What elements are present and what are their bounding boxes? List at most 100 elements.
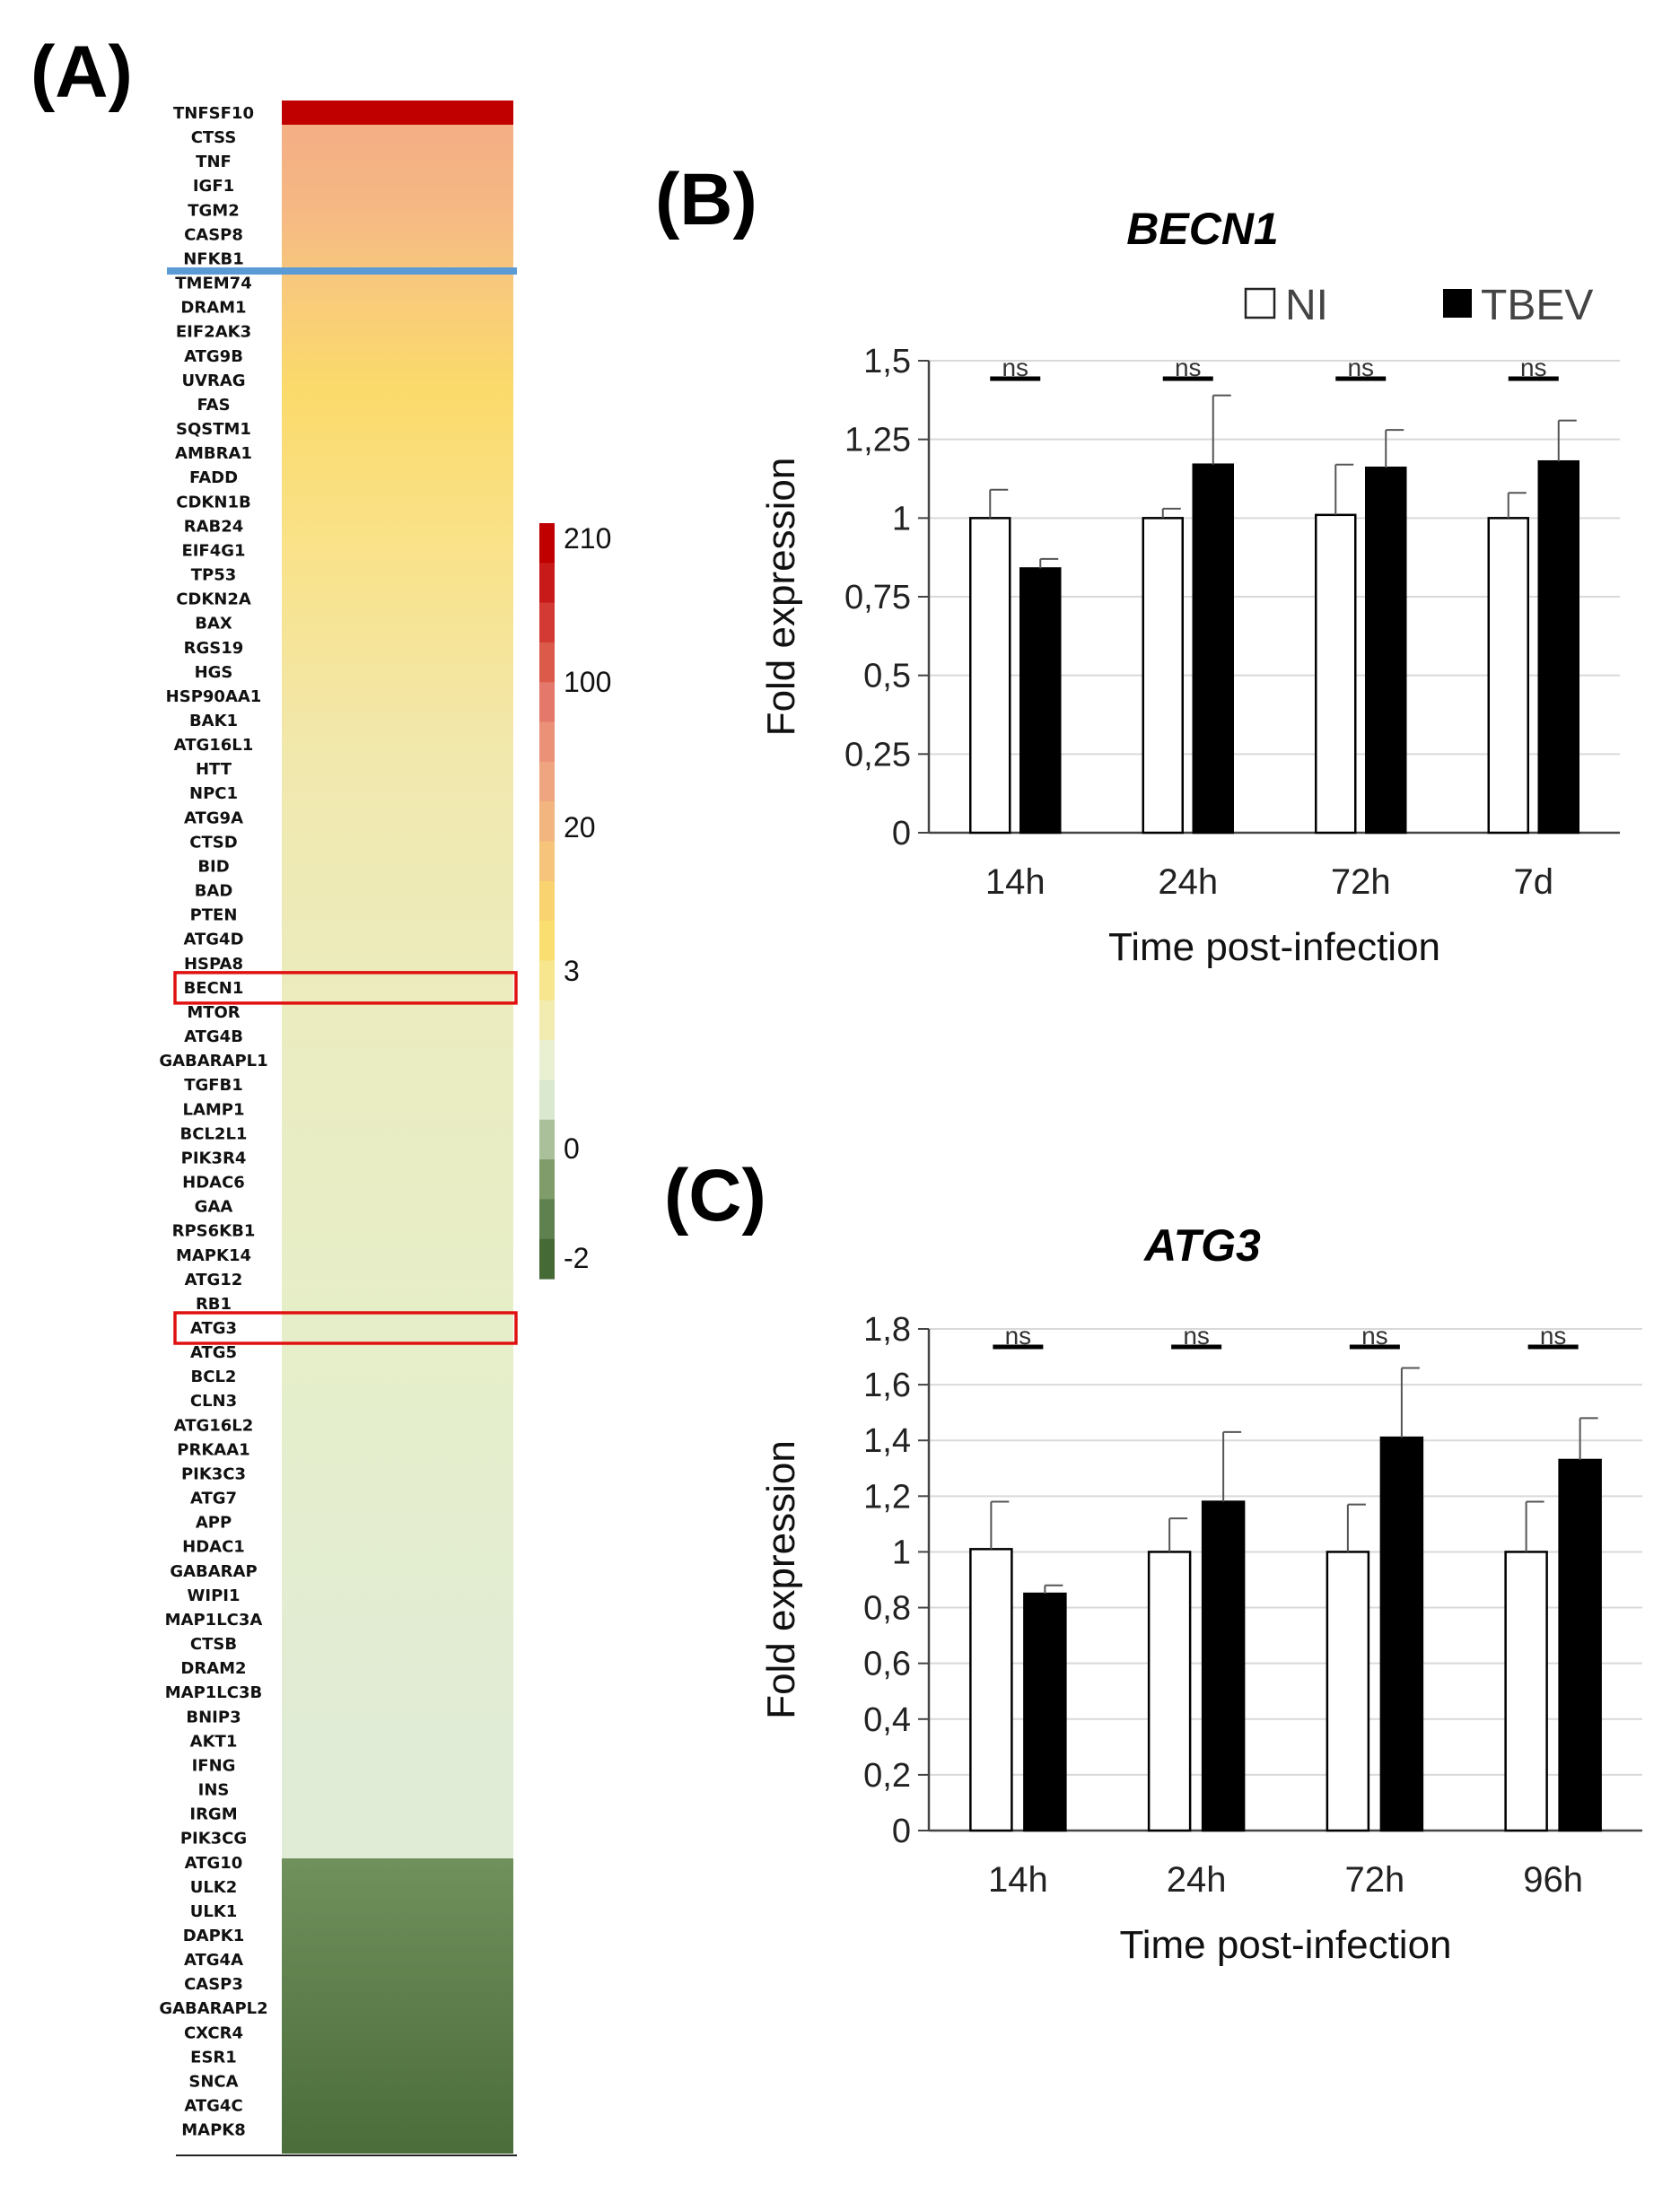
gene-label: ULK2 [190, 1878, 238, 1897]
y-tick-label: 1,25 [844, 422, 911, 459]
colorbar-label: -2 [564, 1242, 589, 1274]
y-tick-label: 1,6 [863, 1367, 911, 1404]
highlight-box [173, 971, 518, 1005]
x-tick-label: 24h [1158, 862, 1218, 902]
gene-label: CTSB [190, 1635, 237, 1654]
colorbar-segment [539, 841, 555, 882]
gene-label: BAD [195, 882, 233, 901]
gene-label: AMBRA1 [175, 444, 252, 463]
bar-ni-72h [1326, 1551, 1370, 1832]
colorbar-segment [539, 880, 555, 922]
gene-label: EIF2AK3 [176, 323, 251, 342]
gene-label: HSPA8 [184, 955, 243, 974]
gene-label: ATG4D [183, 931, 243, 949]
gene-label: INS [198, 1781, 230, 1800]
bar-ni-96h [1504, 1551, 1548, 1832]
gene-label: BID [197, 857, 229, 876]
x-tick-label: 24h [1167, 1860, 1227, 1900]
gene-label: ATG9B [184, 347, 243, 366]
gene-label: MAP1LC3B [165, 1683, 262, 1702]
gene-label: FADD [189, 468, 238, 487]
heatmap-overlays [167, 267, 518, 1345]
colorbar-segment [539, 721, 555, 763]
colorbar-segment [539, 921, 555, 962]
colorbar-label: 20 [564, 811, 596, 843]
x-tick-label: 96h [1523, 1860, 1583, 1900]
x-tick-label: 14h [988, 1860, 1048, 1900]
y-tick-label: 0,4 [863, 1701, 911, 1739]
bar-tbev-72h [1379, 1436, 1424, 1832]
colorbar-segment [539, 523, 555, 564]
y-tick-label: 0,8 [863, 1590, 911, 1628]
x-tick-label: 72h [1331, 862, 1391, 902]
gene-label: PIK3R4 [181, 1149, 247, 1167]
y-tick-label: 1,2 [863, 1478, 911, 1516]
colorbar-segment [539, 1159, 555, 1200]
gene-label: DRAM2 [180, 1659, 246, 1678]
colorbar-segment [539, 1238, 555, 1280]
panel-a-label: (A) [31, 31, 133, 113]
gene-label: MAP1LC3A [165, 1611, 263, 1630]
gene-label: TMEM74 [175, 275, 251, 293]
x-tick-label: 7d [1514, 862, 1554, 902]
gene-label: DRAM1 [180, 299, 246, 318]
gene-label: FAS [197, 396, 230, 415]
gene-label: HDAC6 [182, 1174, 245, 1193]
y-tick-label: 0 [892, 1813, 911, 1850]
gene-label: MAPK8 [181, 2121, 246, 2140]
y-tick-label: 1 [892, 1534, 911, 1571]
gene-label: CDKN1B [176, 493, 250, 511]
gene-label: HDAC1 [182, 1538, 245, 1557]
significance-label: ns [1002, 354, 1028, 381]
colorbar: 210 100 20 3 0 -2 [539, 522, 611, 1280]
gene-label: SNCA [188, 2072, 238, 2091]
colorbar-segment [539, 642, 555, 683]
gene-label: TNF [196, 153, 232, 171]
legend-tbev-label: TBEV [1481, 282, 1593, 329]
significance-label: ns [1361, 1322, 1388, 1350]
gene-label: RPS6KB1 [172, 1222, 256, 1241]
bar-ni-72h [1315, 513, 1357, 835]
gene-label: CDKN2A [176, 590, 251, 609]
gene-label: IGF1 [193, 177, 234, 196]
colorbar-segment [539, 960, 555, 1001]
y-axis-label: Fold expression [759, 458, 803, 737]
gene-label: NPC1 [189, 784, 238, 803]
colorbar-segment [539, 1119, 555, 1160]
bar-tbev-72h [1365, 466, 1407, 835]
bar-tbev-14h [1023, 1592, 1067, 1832]
gene-labels: TNFSF10 CTSS TNF IGF1 TGM2 CASP8 NFKB1 TMEM74 DR… [159, 104, 267, 2140]
y-tick-label: 0,75 [844, 579, 911, 616]
legend-ni-swatch [1244, 287, 1276, 319]
heatmap-green-block [282, 1858, 513, 2154]
bar-ni-24h [1142, 517, 1184, 835]
gene-label: LAMP1 [182, 1100, 244, 1119]
y-tick-label: 1,8 [863, 1311, 911, 1349]
x-axis-label: Time post-infection [1119, 1923, 1451, 1967]
gene-label: PRKAA1 [177, 1440, 249, 1459]
gene-label: UVRAG [181, 371, 245, 390]
gene-label: ATG10 [185, 1854, 243, 1873]
colorbar-segment [539, 682, 555, 723]
gene-label: CASP3 [184, 1975, 243, 1994]
gene-label: RB1 [196, 1295, 232, 1314]
bar-ni-7d [1487, 517, 1529, 835]
gene-label: ATG12 [185, 1271, 243, 1289]
gene-label: CLN3 [190, 1392, 237, 1411]
gene-label: APP [196, 1514, 232, 1533]
gene-label: ATG5 [190, 1343, 237, 1362]
y-tick-label: 0,25 [844, 736, 911, 773]
y-tick-label: 1 [892, 500, 911, 538]
gene-label: PTEN [190, 906, 238, 925]
gene-label: MAPK14 [176, 1246, 251, 1265]
gene-label: BAX [195, 615, 232, 634]
y-axis-label: Fold expression [759, 1440, 803, 1719]
gene-label: NFKB1 [183, 249, 244, 268]
legend: NI TBEV [1244, 282, 1593, 329]
gene-label: ULK1 [190, 1902, 238, 1921]
gene-label: SQSTM1 [176, 420, 251, 439]
gene-label: ATG7 [190, 1490, 237, 1508]
gene-label: HGS [195, 663, 233, 682]
gene-label: PIK3C3 [181, 1464, 246, 1483]
